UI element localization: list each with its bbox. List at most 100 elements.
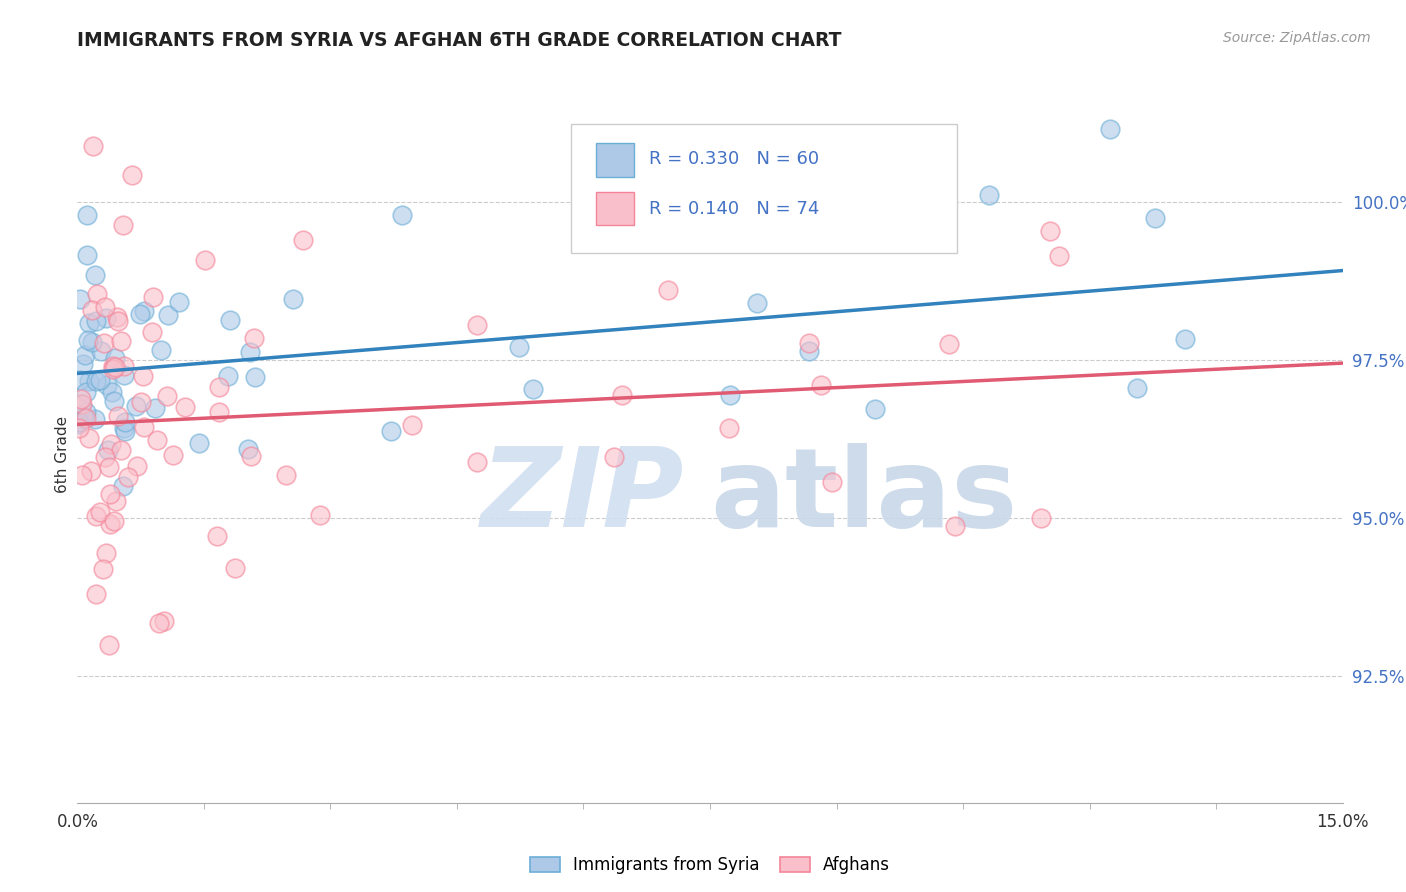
Point: [205, 529, 228, 543]
Point: [146, 433, 169, 447]
Point: [977, 188, 1000, 202]
Point: [718, 388, 741, 402]
Point: [89, 373, 111, 387]
Point: [1126, 381, 1149, 395]
Point: [148, 615, 170, 630]
Text: Source: ZipAtlas.com: Source: ZipAtlas.com: [1223, 31, 1371, 45]
Point: [508, 340, 530, 354]
Point: [239, 450, 262, 464]
Point: [152, 614, 174, 628]
Point: [82, 334, 104, 349]
Point: [107, 314, 129, 328]
Point: [112, 368, 135, 383]
Point: [239, 344, 262, 359]
Point: [97, 459, 120, 474]
Point: [162, 448, 184, 462]
Point: [274, 468, 297, 483]
Point: [657, 283, 679, 297]
Point: [129, 394, 152, 409]
Point: [69, 397, 91, 411]
Y-axis label: 6th Grade: 6th Grade: [55, 417, 70, 493]
Point: [93, 335, 115, 350]
Point: [522, 382, 544, 396]
Point: [70, 392, 93, 406]
Point: [391, 208, 413, 222]
Point: [73, 348, 96, 362]
Point: [84, 374, 107, 388]
Point: [101, 359, 124, 374]
Point: [1029, 511, 1052, 525]
Point: [80, 303, 103, 318]
Point: [112, 421, 135, 435]
Point: [70, 468, 93, 483]
Text: R = 0.330   N = 60: R = 0.330 N = 60: [650, 150, 820, 169]
Point: [187, 436, 209, 450]
Point: [401, 417, 423, 432]
Point: [84, 314, 107, 328]
Point: [612, 388, 634, 402]
Point: [103, 360, 125, 375]
Point: [111, 479, 134, 493]
FancyBboxPatch shape: [571, 125, 957, 253]
Point: [107, 409, 129, 423]
Point: [747, 296, 769, 310]
Point: [101, 362, 124, 376]
Point: [69, 373, 91, 387]
Point: [80, 464, 103, 478]
Point: [76, 333, 98, 347]
Point: [603, 450, 626, 465]
Point: [69, 292, 91, 306]
Point: [797, 344, 820, 359]
Point: [83, 411, 105, 425]
Point: [79, 316, 101, 330]
Point: [1143, 211, 1166, 226]
Point: [117, 470, 139, 484]
Point: [98, 487, 121, 501]
Point: [717, 421, 740, 435]
Point: [1098, 122, 1121, 136]
Point: [114, 415, 136, 429]
Point: [72, 357, 94, 371]
Point: [156, 308, 179, 322]
Point: [84, 586, 107, 600]
Point: [94, 310, 117, 325]
Point: [243, 369, 266, 384]
Point: [208, 380, 231, 394]
Point: [96, 378, 118, 392]
Point: [83, 268, 105, 283]
Point: [309, 508, 332, 523]
Point: [90, 344, 112, 359]
Point: [291, 234, 314, 248]
Point: [98, 638, 121, 652]
FancyBboxPatch shape: [596, 144, 634, 177]
Point: [134, 420, 156, 434]
Point: [103, 394, 125, 409]
Point: [91, 562, 114, 576]
Point: [104, 351, 127, 365]
Point: [143, 401, 166, 415]
Point: [114, 424, 136, 438]
Point: [94, 546, 117, 560]
Point: [467, 455, 489, 469]
Point: [100, 437, 122, 451]
Legend: Immigrants from Syria, Afghans: Immigrants from Syria, Afghans: [530, 856, 890, 874]
Point: [110, 443, 132, 458]
Point: [149, 343, 172, 357]
Point: [86, 508, 108, 523]
Text: IMMIGRANTS FROM SYRIA VS AFGHAN 6TH GRADE CORRELATION CHART: IMMIGRANTS FROM SYRIA VS AFGHAN 6TH GRAD…: [77, 31, 842, 50]
Point: [98, 516, 121, 531]
Point: [467, 318, 489, 332]
Text: ZIP: ZIP: [481, 443, 685, 550]
Point: [121, 169, 143, 183]
Point: [131, 368, 153, 383]
Point: [863, 401, 886, 416]
Point: [77, 431, 100, 445]
Point: [141, 325, 163, 339]
Text: R = 0.140   N = 74: R = 0.140 N = 74: [650, 201, 820, 219]
Point: [1174, 332, 1197, 346]
Point: [1039, 224, 1062, 238]
Point: [1047, 249, 1070, 263]
Point: [132, 304, 155, 318]
Point: [103, 514, 125, 528]
Point: [67, 421, 90, 435]
